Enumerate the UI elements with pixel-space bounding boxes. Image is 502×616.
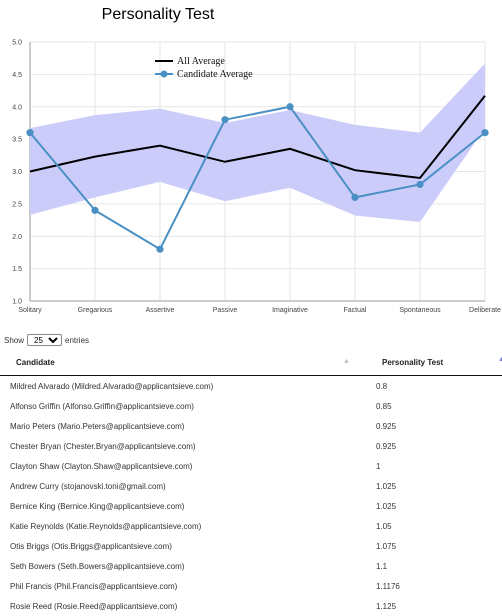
candidate-cell: Bernice King (Bernice.King@applicantsiev… (0, 496, 358, 516)
x-tick-label: Deliberate (469, 307, 501, 314)
candidate-cell: Katie Reynolds (Katie.Reynolds@applicant… (0, 516, 358, 536)
x-tick-label: Solitary (18, 307, 42, 314)
score-cell: 0.925 (358, 436, 502, 456)
candidate-cell: Chester Bryan (Chester.Bryan@applicantsi… (0, 436, 358, 456)
score-cell: 1.1 (358, 556, 502, 576)
y-tick-label: 4.0 (12, 104, 22, 111)
sort-both-icon[interactable]: ▲︎ (343, 358, 350, 365)
series-point[interactable] (286, 103, 293, 110)
series-point[interactable] (26, 129, 33, 136)
candidate-cell: Mario Peters (Mario.Peters@applicantsiev… (0, 416, 358, 436)
candidate-cell: Andrew Curry (stojanovski.toni@gmail.com… (0, 476, 358, 496)
table-row: Andrew Curry (stojanovski.toni@gmail.com… (0, 476, 502, 496)
y-tick-label: 2.0 (12, 234, 22, 241)
score-cell: 1.1176 (358, 576, 502, 596)
show-label: Show (4, 336, 24, 345)
legend-marker-candidate-average (161, 71, 168, 78)
score-cell: 1.025 (358, 496, 502, 516)
y-tick-label: 3.5 (12, 137, 22, 144)
score-cell: 1.125 (358, 596, 502, 616)
candidate-cell: Mildred Alvarado (Mildred.Alvarado@appli… (0, 376, 358, 397)
y-tick-label: 2.5 (12, 201, 22, 208)
table-row: Seth Bowers (Seth.Bowers@applicantsieve.… (0, 556, 502, 576)
candidate-cell: Clayton Shaw (Clayton.Shaw@applicantsiev… (0, 456, 358, 476)
x-axis-ticks: Solitary Gregarious Assertive Passive Imagin… (18, 307, 501, 314)
entries-label: entries (65, 336, 89, 345)
series-point[interactable] (221, 116, 228, 123)
x-tick-label: Gregarious (78, 307, 113, 314)
candidate-cell: Phil Francis (Phil.Francis@applicantsiev… (0, 576, 358, 596)
sort-asc-icon[interactable]: ▲ (498, 356, 502, 363)
table-row: Phil Francis (Phil.Francis@applicantsiev… (0, 576, 502, 596)
table-row: Katie Reynolds (Katie.Reynolds@applicant… (0, 516, 502, 536)
personality-chart: Personality Test 1.0 1.5 2.0 2.5 3.0 3.5 4.0 4.… (0, 0, 502, 330)
entries-control: Show 25 entries (4, 334, 89, 346)
header-personality-test-label: Personality Test (382, 358, 443, 367)
table-row: Alfonso Griffin (Alfonso.Griffin@applica… (0, 396, 502, 416)
series-point[interactable] (156, 246, 163, 253)
score-cell: 0.925 (358, 416, 502, 436)
table-header-row: Candidate ▲︎ Personality Test ▲ (0, 350, 502, 376)
candidate-cell: Rosie Reed (Rosie.Reed@applicantsieve.co… (0, 596, 358, 616)
series-point[interactable] (91, 207, 98, 214)
chart-legend[interactable]: All Average Candidate Average (155, 56, 253, 80)
y-tick-label: 3.0 (12, 169, 22, 176)
y-tick-label: 1.5 (12, 266, 22, 273)
y-axis-ticks: 1.0 1.5 2.0 2.5 3.0 3.5 4.0 4.5 5.0 (12, 40, 22, 306)
score-cell: 0.8 (358, 376, 502, 397)
series-point[interactable] (351, 194, 358, 201)
candidate-cell: Seth Bowers (Seth.Bowers@applicantsieve.… (0, 556, 358, 576)
candidate-cell: Otis Briggs (Otis.Briggs@applicantsieve.… (0, 536, 358, 556)
score-cell: 1 (358, 456, 502, 476)
legend-label-candidate-average[interactable]: Candidate Average (177, 69, 253, 80)
table-body: Mildred Alvarado (Mildred.Alvarado@appli… (0, 376, 502, 616)
series-point[interactable] (481, 129, 488, 136)
table-row: Chester Bryan (Chester.Bryan@applicantsi… (0, 436, 502, 456)
y-tick-label: 4.5 (12, 72, 22, 79)
table-row: Otis Briggs (Otis.Briggs@applicantsieve.… (0, 536, 502, 556)
table-row: Clayton Shaw (Clayton.Shaw@applicantsiev… (0, 456, 502, 476)
entries-select[interactable]: 25 (27, 334, 62, 346)
x-tick-label: Assertive (146, 307, 175, 314)
chart-title: Personality Test (102, 6, 215, 23)
header-candidate[interactable]: Candidate ▲︎ (0, 350, 358, 376)
header-candidate-label: Candidate (16, 358, 55, 367)
range-band (30, 63, 485, 222)
candidate-cell: Alfonso Griffin (Alfonso.Griffin@applica… (0, 396, 358, 416)
table-row: Mildred Alvarado (Mildred.Alvarado@appli… (0, 376, 502, 397)
table-row: Rosie Reed (Rosie.Reed@applicantsieve.co… (0, 596, 502, 616)
legend-label-all-average[interactable]: All Average (177, 56, 225, 67)
x-tick-label: Spontaneous (399, 307, 441, 314)
score-cell: 1.025 (358, 476, 502, 496)
results-table-wrap: Candidate ▲︎ Personality Test ▲ Mildred … (0, 350, 502, 616)
table-row: Bernice King (Bernice.King@applicantsiev… (0, 496, 502, 516)
score-cell: 1.075 (358, 536, 502, 556)
x-tick-label: Passive (213, 307, 238, 314)
series-point[interactable] (416, 181, 423, 188)
score-cell: 0.85 (358, 396, 502, 416)
header-personality-test[interactable]: Personality Test ▲ (358, 350, 502, 376)
table-row: Mario Peters (Mario.Peters@applicantsiev… (0, 416, 502, 436)
results-table: Candidate ▲︎ Personality Test ▲ Mildred … (0, 350, 502, 616)
x-tick-label: Imaginative (272, 307, 308, 314)
range-band-group (30, 63, 485, 222)
y-tick-label: 5.0 (12, 40, 22, 47)
x-tick-label: Factual (344, 307, 367, 314)
y-tick-label: 1.0 (12, 299, 22, 306)
score-cell: 1.05 (358, 516, 502, 536)
